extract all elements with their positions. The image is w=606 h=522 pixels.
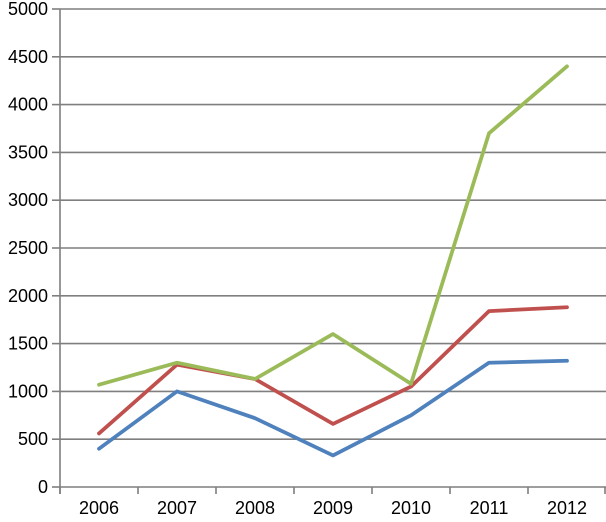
y-tick-label: 2000 [8, 286, 48, 306]
y-tick-label: 0 [38, 477, 48, 497]
y-tick-label: 2500 [8, 238, 48, 258]
x-tick-label: 2012 [547, 498, 587, 518]
blue-series-line [97, 358, 569, 458]
y-tick-label: 500 [18, 429, 48, 449]
x-tick-label: 2010 [391, 498, 431, 518]
y-tick-label: 3500 [8, 142, 48, 162]
y-tick-label: 1500 [8, 334, 48, 354]
y-tick-label: 5000 [8, 0, 48, 19]
x-tick-label: 2007 [157, 498, 197, 518]
x-tick-label: 2009 [313, 498, 353, 518]
x-tick-label: 2011 [470, 498, 509, 518]
y-tick-label: 4500 [8, 47, 48, 67]
y-tick-label: 1000 [8, 381, 48, 401]
y-tick-label: 4000 [8, 95, 48, 115]
y-tick-label: 3000 [8, 190, 48, 210]
green-series-line [97, 64, 569, 387]
red-series-line [97, 305, 569, 436]
x-tick-label: 2008 [235, 498, 275, 518]
x-tick-label: 2006 [79, 498, 119, 518]
